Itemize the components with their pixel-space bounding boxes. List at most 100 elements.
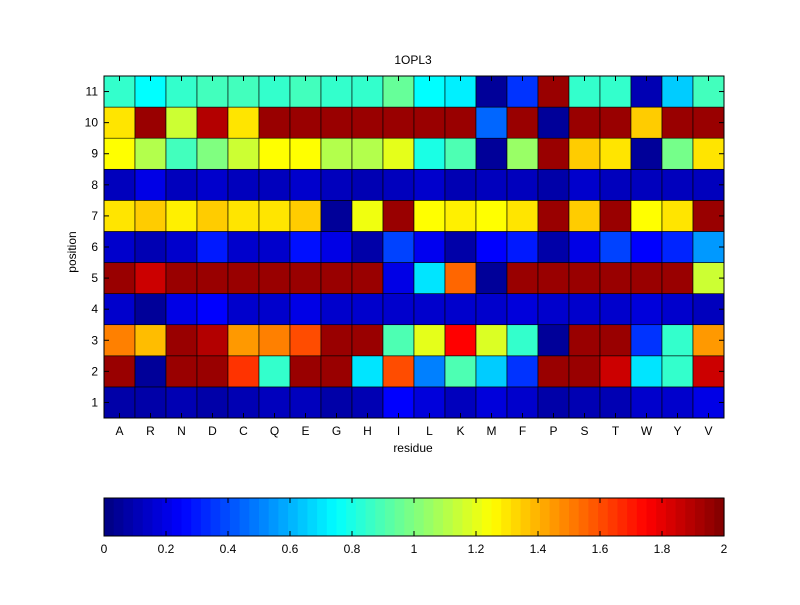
heatmap-cell-M-5: [475, 262, 508, 294]
colorbar-segment: [259, 498, 270, 536]
heatmap-cell-K-9: [444, 137, 477, 170]
heatmap-cell-H-7: [351, 200, 384, 232]
heatmap-cell-W-3: [630, 324, 663, 357]
heatmap-cell-S-7: [568, 200, 601, 232]
heatmap-cell-D-4: [196, 293, 229, 326]
heatmap-cell-N-3: [165, 324, 198, 357]
heatmap-cell-F-8: [506, 168, 539, 201]
heatmap-cell-C-5: [227, 262, 260, 294]
heatmap-cell-M-8: [475, 168, 508, 201]
colorbar-segment: [384, 498, 396, 536]
y-tick-label: 7: [91, 209, 98, 223]
colorbar-segment: [249, 498, 260, 536]
colorbar-segment: [627, 498, 638, 536]
colorbar-segment: [404, 498, 415, 536]
x-axis-label: residue: [393, 441, 433, 455]
heatmap-cell-K-3: [444, 324, 477, 357]
heatmap-cell-D-9: [196, 137, 229, 170]
colorbar-segment: [365, 498, 376, 536]
heatmap-cell-L-10: [413, 106, 446, 139]
heatmap-cell-P-10: [537, 106, 570, 139]
heatmap-cell-N-2: [165, 355, 198, 388]
x-tick-label: Y: [673, 424, 681, 438]
colorbar-segment: [375, 498, 386, 536]
heatmap-cell-K-8: [444, 168, 477, 201]
heatmap-cell-C-6: [227, 231, 260, 263]
colorbar-tick-label: 0.8: [344, 542, 361, 556]
heatmap-cell-I-7: [382, 200, 415, 232]
x-tick-label: W: [641, 424, 653, 438]
heatmap-cell-I-2: [382, 355, 415, 388]
colorbar-tick-label: 1.2: [468, 542, 485, 556]
heatmap-cell-G-5: [320, 262, 353, 294]
heatmap-cell-T-2: [599, 355, 632, 388]
heatmap-cell-P-11: [537, 75, 570, 108]
y-tick-label: 8: [91, 178, 98, 192]
colorbar-segment: [694, 498, 706, 536]
colorbar-segment: [326, 498, 338, 536]
colorbar-segment: [423, 498, 434, 536]
colorbar-segment: [685, 498, 696, 536]
x-tick-label: P: [549, 424, 557, 438]
heatmap-cell-C-9: [227, 137, 260, 170]
colorbar-segment: [346, 498, 357, 536]
heatmap-cell-W-7: [630, 200, 663, 232]
heatmap-cell-L-2: [413, 355, 446, 388]
colorbar-segment: [142, 498, 154, 536]
heatmap-cell-G-9: [320, 137, 353, 170]
x-tick-label: E: [301, 424, 309, 438]
heatmap-cell-P-7: [537, 200, 570, 232]
heatmap-cell-T-9: [599, 137, 632, 170]
heatmap-cell-H-6: [351, 231, 384, 263]
heatmap-cell-Q-1: [258, 386, 291, 419]
colorbar-segment: [239, 498, 250, 536]
heatmap-cell-F-5: [506, 262, 539, 294]
colorbar-segment: [104, 498, 115, 536]
heatmap-cell-T-4: [599, 293, 632, 326]
heatmap-cell-K-6: [444, 231, 477, 263]
x-tick-label: H: [363, 424, 372, 438]
heatmap-cell-G-6: [320, 231, 353, 263]
heatmap-cell-S-6: [568, 231, 601, 263]
colorbar-tick-label: 0.4: [220, 542, 237, 556]
heatmap-cell-P-9: [537, 137, 570, 170]
heatmap-cell-V-5: [692, 262, 725, 294]
heatmap-cell-G-1: [320, 386, 353, 419]
heatmap-cell-R-10: [134, 106, 167, 139]
heatmap-cell-S-2: [568, 355, 601, 388]
heatmap-cell-P-8: [537, 168, 570, 201]
heatmap-cell-F-3: [506, 324, 539, 357]
colorbar-segment: [394, 498, 405, 536]
heatmap-cell-T-6: [599, 231, 632, 263]
heatmap-cell-W-10: [630, 106, 663, 139]
colorbar-segment: [646, 498, 657, 536]
heatmap-cell-Y-6: [661, 231, 694, 263]
heatmap-cell-W-2: [630, 355, 663, 388]
heatmap-cell-G-2: [320, 355, 353, 388]
heatmap-cell-G-3: [320, 324, 353, 357]
heatmap-cell-L-11: [413, 75, 446, 108]
x-tick-label: D: [208, 424, 217, 438]
colorbar-tick-label: 1.4: [530, 542, 547, 556]
colorbar-segment: [462, 498, 473, 536]
heatmap-cell-D-2: [196, 355, 229, 388]
heatmap-cell-P-5: [537, 262, 570, 294]
y-tick-label: 11: [86, 85, 99, 99]
colorbar-segment: [714, 498, 725, 536]
colorbar-segment: [278, 498, 289, 536]
heatmap-cell-I-4: [382, 293, 415, 326]
y-tick-label: 10: [85, 116, 99, 130]
heatmap-cell-C-4: [227, 293, 260, 326]
heatmap-cell-R-2: [134, 355, 167, 388]
colorbar-segment: [191, 498, 202, 536]
heatmap-cell-I-8: [382, 168, 415, 201]
heatmap-cell-E-2: [289, 355, 322, 388]
colorbar-segment: [549, 498, 560, 536]
heatmap-cell-A-2: [103, 355, 136, 388]
heatmap-cell-R-5: [134, 262, 167, 294]
heatmap-cell-K-5: [444, 262, 477, 294]
heatmap-cell-M-9: [475, 137, 508, 170]
heatmap-cell-T-10: [599, 106, 632, 139]
colorbar-segment: [559, 498, 570, 536]
heatmap-cell-Y-3: [661, 324, 694, 357]
